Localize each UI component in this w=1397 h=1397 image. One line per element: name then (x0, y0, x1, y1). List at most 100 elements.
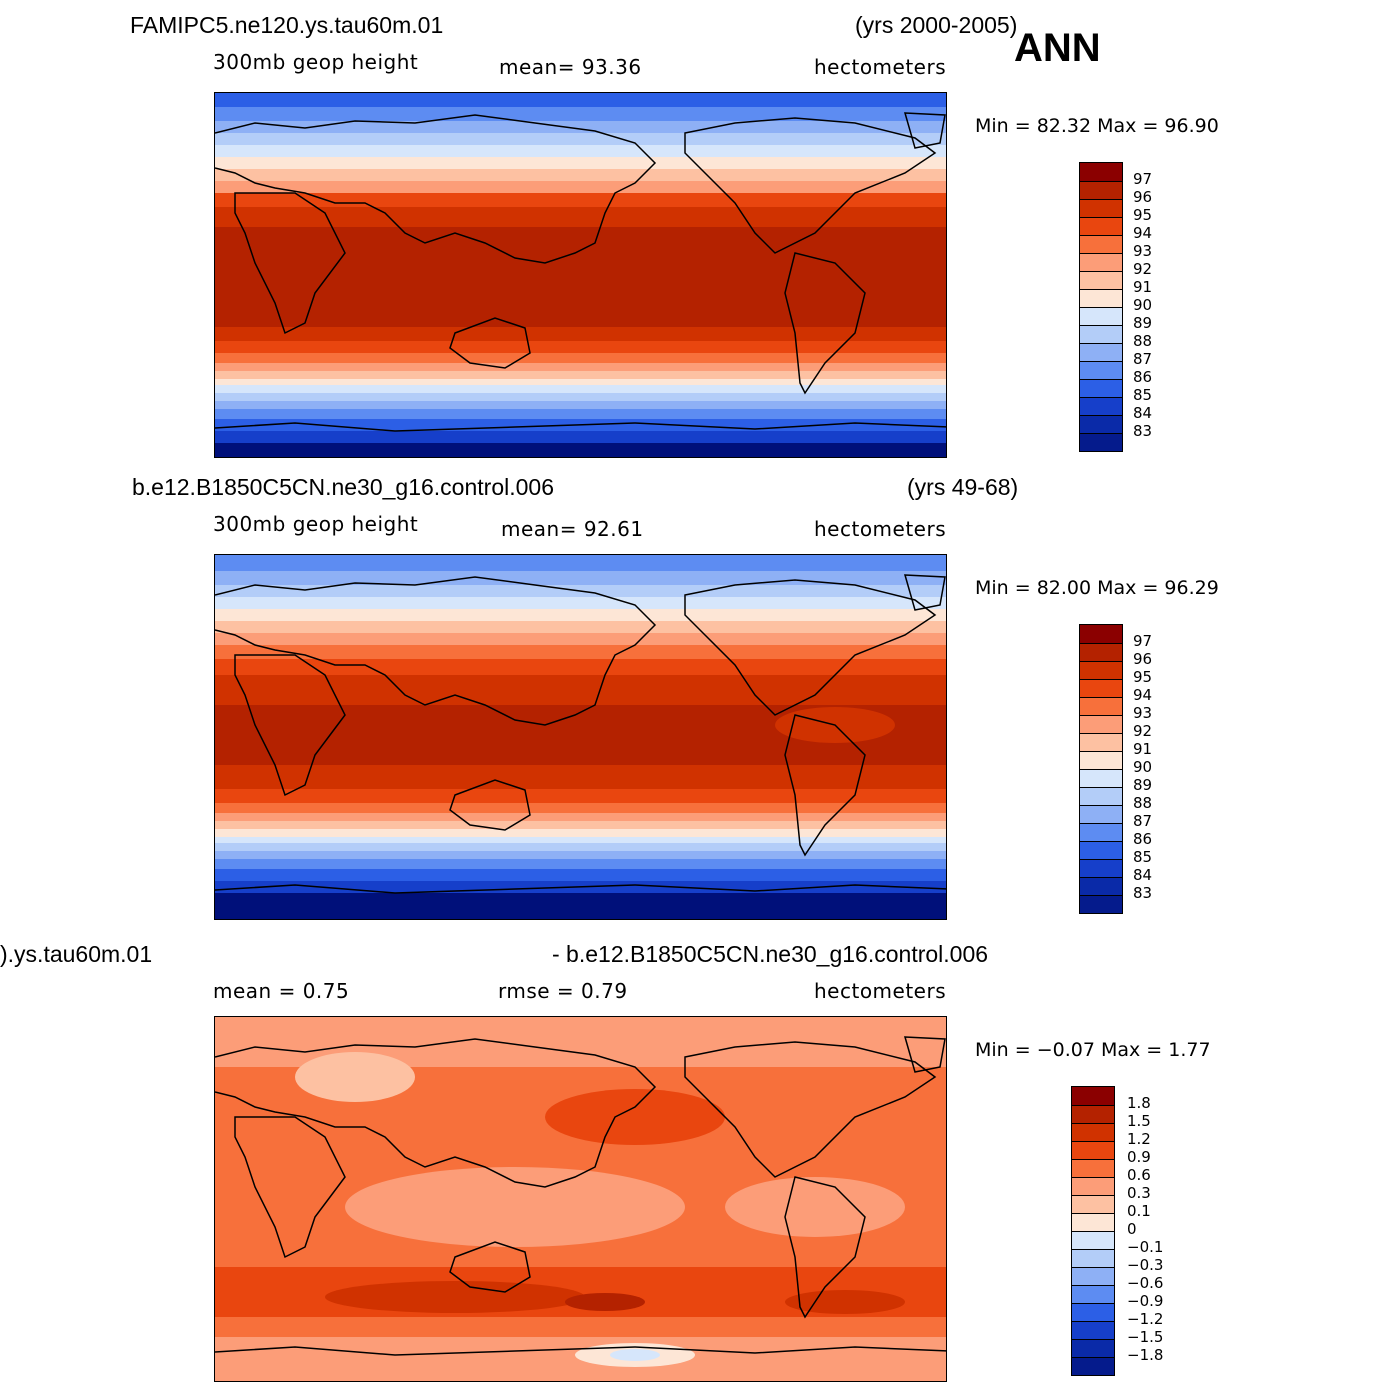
colorbar-label: 86 (1133, 368, 1153, 386)
panel2-contours (215, 555, 946, 919)
contour-band (215, 869, 946, 881)
coastline (684, 579, 937, 716)
panel1-mean: mean= 93.36 (499, 55, 642, 79)
colorbar-box (1072, 1195, 1114, 1213)
contour-band (215, 169, 946, 181)
colorbar-box (1080, 433, 1122, 451)
contour-region (295, 1052, 415, 1102)
colorbar-label: 0.6 (1127, 1166, 1151, 1184)
coastline (784, 714, 866, 857)
panel2-mean: mean= 92.61 (501, 517, 644, 541)
colorbar-box (1080, 877, 1122, 895)
panel3-map-svg (215, 1017, 946, 1381)
panel3-contours (215, 1017, 946, 1381)
panel2-map (214, 554, 947, 920)
colorbar-box (1080, 253, 1122, 271)
coastline (234, 192, 346, 335)
contour-region (545, 1089, 725, 1145)
colorbar-label: 86 (1133, 830, 1153, 848)
colorbar-box (1080, 379, 1122, 397)
contour-band (215, 431, 946, 443)
colorbar-label: 91 (1133, 278, 1153, 296)
colorbar-box (1080, 361, 1122, 379)
colorbar-box (1080, 643, 1122, 661)
contour-region (610, 1349, 660, 1361)
panel1-contours (215, 93, 946, 457)
colorbar-label: 88 (1133, 332, 1153, 350)
colorbar-label: 94 (1133, 686, 1153, 704)
panel2-years: (yrs 49-68) (907, 474, 1019, 500)
colorbar-box (1072, 1141, 1114, 1159)
panel1-coastlines (215, 112, 946, 432)
panel3-case-left: ).ys.tau60m.01 (0, 941, 153, 967)
contour-band (215, 821, 946, 829)
colorbar-label: −0.3 (1127, 1256, 1164, 1274)
panel3-map (214, 1016, 947, 1382)
colorbar-label: 93 (1133, 704, 1153, 722)
contour-band (215, 765, 946, 789)
colorbar-label: −0.6 (1127, 1274, 1164, 1292)
contour-band (215, 379, 946, 385)
contour-band (215, 621, 946, 633)
colorbar-box (1080, 397, 1122, 415)
coastline (215, 1038, 657, 1188)
colorbar-label: 94 (1133, 224, 1153, 242)
coastline (449, 1241, 531, 1293)
contour-band (215, 341, 946, 353)
coastline (215, 1346, 946, 1356)
coastline (449, 779, 531, 831)
contour-band (215, 813, 946, 821)
colorbar-label: 96 (1133, 188, 1153, 206)
colorbar-box (1072, 1321, 1114, 1339)
contour-band (215, 645, 946, 659)
colorbar-box (1080, 751, 1122, 769)
colorbar-label: −1.8 (1127, 1346, 1164, 1364)
colorbar-box (1080, 625, 1122, 643)
colorbar-label: 90 (1133, 758, 1153, 776)
colorbar-label: 85 (1133, 386, 1153, 404)
colorbar-box (1080, 679, 1122, 697)
contour-band (215, 157, 946, 169)
colorbar-box (1072, 1177, 1114, 1195)
panel1-units: hectometers (814, 55, 947, 79)
coastline (903, 112, 946, 149)
colorbar-box (1080, 181, 1122, 199)
contour-band (215, 597, 946, 609)
colorbar-box (1072, 1357, 1114, 1375)
colorbar-box (1080, 163, 1122, 181)
colorbar-label: 89 (1133, 776, 1153, 794)
colorbar-label: 89 (1133, 314, 1153, 332)
colorbar-box (1080, 715, 1122, 733)
colorbar-label: 92 (1133, 722, 1153, 740)
colorbar-box (1072, 1123, 1114, 1141)
coastline (234, 654, 346, 797)
contour-band (215, 353, 946, 363)
panel3-minmax: Min = −0.07 Max = 1.77 (975, 1039, 1211, 1061)
colorbar-label: 84 (1133, 404, 1153, 422)
contour-region (345, 1167, 685, 1247)
colorbar-label: 85 (1133, 848, 1153, 866)
panel2-variable: 300mb geop height (213, 512, 419, 536)
colorbar-label: 93 (1133, 242, 1153, 260)
colorbar-box (1080, 841, 1122, 859)
panel2-case-title: b.e12.B1850C5CN.ne30_g16.control.006 (132, 474, 554, 500)
colorbar-box (1080, 895, 1122, 913)
colorbar-label: 95 (1133, 206, 1153, 224)
contour-band (215, 609, 946, 621)
colorbar-box (1080, 343, 1122, 361)
colorbar-box (1072, 1087, 1114, 1105)
colorbar-box (1072, 1159, 1114, 1177)
colorbar-box (1080, 325, 1122, 343)
panel1-map-svg (215, 93, 946, 457)
colorbar-box (1080, 271, 1122, 289)
panel1-case-title: FAMIPC5.ne120.ys.tau60m.01 (130, 12, 444, 38)
colorbar-label: 83 (1133, 422, 1153, 440)
colorbar-box (1072, 1105, 1114, 1123)
contour-band (215, 675, 946, 705)
colorbar-box (1080, 787, 1122, 805)
panel1-years: (yrs 2000-2005) (855, 12, 1018, 38)
coastline (215, 884, 946, 894)
panel3-colorbar (1071, 1086, 1115, 1376)
contour-region (325, 1281, 585, 1313)
colorbar-box (1080, 805, 1122, 823)
